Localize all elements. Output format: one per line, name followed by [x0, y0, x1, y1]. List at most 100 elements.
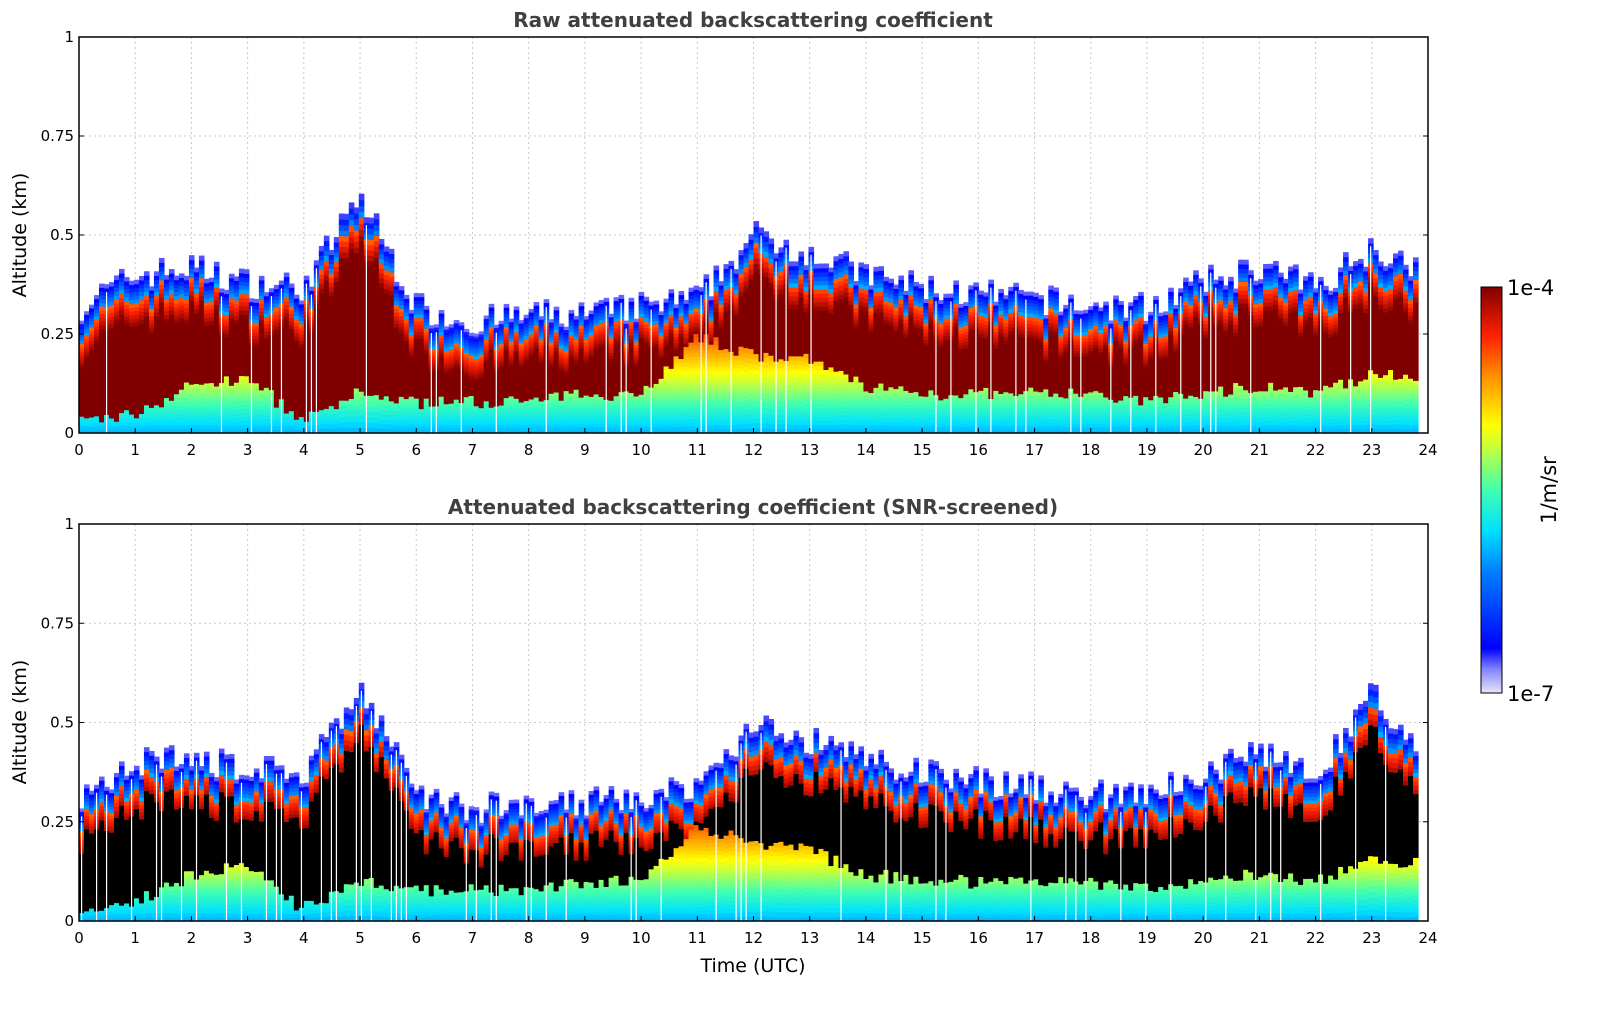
heatmap-cell [473, 360, 480, 364]
heatmap-cell [153, 303, 160, 309]
heatmap-cell [563, 361, 570, 365]
heatmap-cell [113, 417, 120, 422]
heatmap-cell [203, 382, 210, 388]
heatmap-cell [328, 419, 335, 425]
heatmap-cell [333, 276, 340, 282]
heatmap-cell [293, 405, 300, 410]
heatmap-cell [178, 349, 185, 354]
heatmap-cell [383, 386, 390, 392]
heatmap-cell [538, 412, 545, 417]
heatmap-cell [143, 307, 150, 313]
heatmap-cell [288, 421, 295, 427]
heatmap-cell [348, 352, 355, 359]
heatmap-cell [678, 386, 685, 391]
heatmap-cell [193, 321, 200, 327]
heatmap-cell [523, 400, 530, 405]
heatmap-cell [183, 299, 190, 304]
heatmap-cell [403, 384, 410, 389]
heatmap-cell [153, 287, 160, 293]
heatmap-cell [548, 378, 555, 383]
heatmap-cell [588, 325, 595, 330]
heatmap-cell [588, 411, 595, 416]
heatmap-cell [178, 301, 185, 306]
heatmap-cell [383, 311, 390, 318]
heatmap-cell [338, 273, 345, 280]
heatmap-cell [253, 332, 260, 337]
heatmap-cell [558, 400, 565, 404]
heatmap-cell [488, 384, 495, 389]
heatmap-cell [333, 344, 340, 351]
heatmap-cell [583, 418, 590, 422]
heatmap-cell [88, 311, 95, 315]
heatmap-cell [233, 413, 240, 418]
heatmap-cell [558, 397, 565, 401]
heatmap-cell [148, 311, 155, 317]
heatmap-cell [113, 354, 120, 359]
heatmap-cell [183, 362, 190, 367]
heatmap-cell [643, 358, 650, 363]
heatmap-cell [538, 392, 545, 396]
heatmap-cell [368, 384, 375, 391]
heatmap-cell [553, 347, 560, 352]
heatmap-cell [213, 403, 220, 408]
heatmap-cell [298, 326, 305, 331]
heatmap-cell [373, 301, 380, 308]
heatmap-cell [198, 362, 205, 368]
heatmap-cell [408, 389, 415, 394]
heatmap-cell [688, 316, 695, 321]
heatmap-cell [583, 427, 590, 431]
heatmap-cell [233, 307, 240, 313]
heatmap-cell [538, 324, 545, 329]
heatmap-cell [79, 388, 85, 392]
heatmap-cell [673, 381, 680, 386]
heatmap-cell [593, 357, 600, 362]
heatmap-cell [223, 407, 230, 413]
heatmap-cell [238, 391, 245, 397]
heatmap-cell [563, 334, 570, 338]
heatmap-cell [503, 316, 510, 321]
heatmap-cell [298, 393, 305, 398]
heatmap-cell [533, 344, 540, 349]
heatmap-cell [588, 322, 595, 327]
heatmap-cell [153, 340, 160, 345]
heatmap-cell [108, 316, 115, 321]
heatmap-cell [108, 308, 115, 313]
heatmap-cell [143, 396, 150, 402]
heatmap-cell [163, 369, 170, 375]
heatmap-cell [143, 372, 150, 377]
heatmap-cell [573, 354, 580, 358]
heatmap-cell [288, 388, 295, 393]
heatmap-cell [213, 385, 220, 391]
heatmap-cell [293, 329, 300, 334]
heatmap-cell [578, 364, 585, 369]
heatmap-cell [613, 324, 620, 329]
heatmap-cell [203, 332, 210, 338]
heatmap-cell [148, 304, 155, 309]
heatmap-cell [383, 405, 390, 411]
heatmap-cell [508, 352, 515, 357]
heatmap-cell [503, 342, 510, 347]
heatmap-cell [663, 335, 670, 340]
heatmap-cell [293, 363, 300, 368]
heatmap-cell [473, 355, 480, 360]
heatmap-cell [513, 334, 520, 339]
heatmap-cell [138, 397, 145, 403]
heatmap-cell [448, 397, 455, 401]
heatmap-cell [613, 320, 620, 325]
heatmap-cell [438, 331, 445, 336]
heatmap-cell [243, 273, 250, 279]
heatmap-cell [153, 356, 160, 361]
heatmap-cell [293, 429, 300, 434]
heatmap-cell [468, 355, 475, 359]
heatmap-cell [208, 394, 215, 399]
heatmap-cell [183, 374, 190, 379]
heatmap-cell [173, 334, 180, 340]
heatmap-cell [79, 374, 85, 378]
heatmap-cell [153, 380, 160, 386]
heatmap-cell [128, 410, 135, 415]
heatmap-cell [383, 428, 390, 434]
heatmap-cell [328, 314, 335, 320]
heatmap-cell [673, 336, 680, 341]
heatmap-cell [133, 410, 140, 415]
heatmap-cell [583, 342, 590, 346]
